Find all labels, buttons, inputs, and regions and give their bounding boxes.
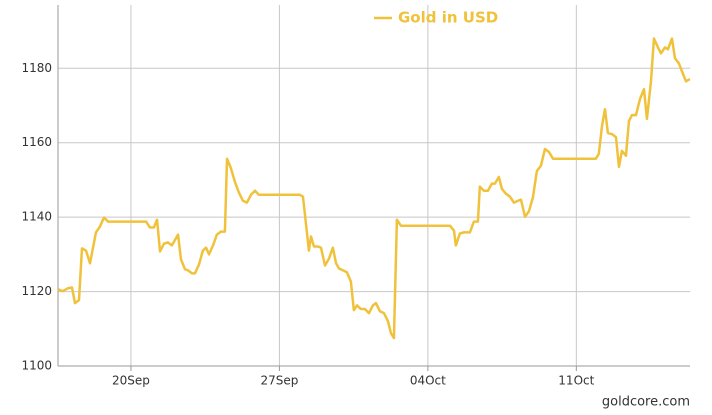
source-label: goldcore.com — [602, 395, 690, 410]
legend-label: Gold in USD — [398, 9, 498, 27]
y-tick-label: 1180 — [21, 61, 52, 75]
series-line — [57, 37, 691, 340]
y-tick-label: 1140 — [21, 210, 52, 224]
y-tick-label: 1120 — [21, 284, 52, 298]
y-tick-label: 1100 — [21, 359, 52, 373]
y-tick-label: 1160 — [21, 135, 52, 149]
x-tick-label: 04Oct — [410, 374, 446, 388]
x-tick-label: 27Sep — [260, 374, 298, 388]
x-tick-label: 11Oct — [558, 374, 594, 388]
x-tick-label: 20Sep — [112, 374, 150, 388]
